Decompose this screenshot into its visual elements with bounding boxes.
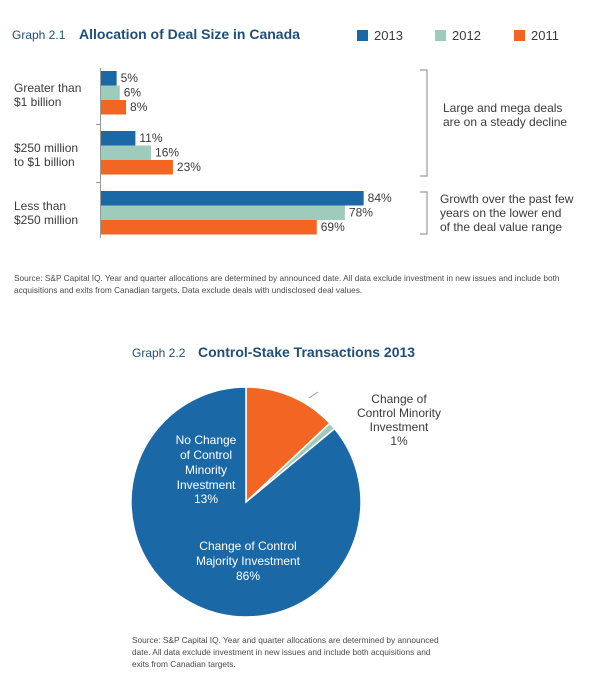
category-label-line: $250 million [14,213,78,227]
legend: 2013 2012 2011 [357,28,559,43]
category-labels: Greater than $1 billion $250 million to … [14,81,81,227]
pie-label-line: Change of Control [199,539,296,553]
minority-leader-line [308,391,319,399]
bar-value-label: 6% [124,86,142,100]
pie-slice-no-change [245,386,331,504]
legend-swatch-2011 [514,30,525,41]
graph2-title: Control-Stake Transactions 2013 [198,344,415,360]
annotations: Large and mega deals are on a steady dec… [440,101,574,234]
graph1-title-prefix: Graph 2.1 [12,28,66,42]
category-label-line: Greater than [14,81,81,95]
bar-series-group: 5% 11% 84% 6% 16% 78% 8% 23% 69% [101,71,392,235]
legend-label-2012: 2012 [452,28,481,43]
legend-label-2013: 2013 [374,28,403,43]
pie-label-line: Investment [370,420,429,434]
bar-2013-cat2 [101,131,136,146]
bar-value-label: 8% [130,100,148,114]
bar-2012-cat1 [101,85,120,100]
pie-value-label: 86% [236,569,260,583]
bar-value-label: 5% [121,71,139,85]
pie-value-label: 13% [194,492,218,506]
legend-swatch-2012 [435,30,446,41]
pie-label-line: Control Minority [357,406,441,420]
bar-2012-cat3 [101,205,345,220]
graph1-source-note: Source: S&P Capital IQ. Year and quarter… [14,273,560,295]
bar-2012-cat2 [101,145,152,160]
bar-2011-cat3 [101,220,317,235]
category-label-line: $1 billion [14,95,61,109]
category-label-line: Less than [14,199,66,213]
bar-axis [96,68,101,238]
bar-value-label: 78% [349,206,373,220]
bar-value-label: 11% [139,131,162,145]
pie-label-line: Investment [177,478,236,492]
annotation-line: Large and mega deals [443,101,562,115]
bar-2011-cat1 [101,100,127,115]
legend-swatch-2013 [357,30,368,41]
graph2-source-note: Source: S&P Capital IQ. Year and quarter… [132,635,439,669]
bracket-bottom [420,191,428,235]
category-label-line: to $1 billion [14,155,75,169]
pie-label-line: Majority Investment [196,554,301,568]
annotation-line: of the deal value range [440,220,562,234]
pie-labels: No Change of Control Minority Investment… [176,392,441,583]
annotation-line: Growth over the past few [440,192,574,206]
bar-value-label: 23% [177,160,201,174]
graph1-title: Allocation of Deal Size in Canada [79,26,300,42]
legend-label-2011: 2011 [531,28,559,43]
bar-value-label: 84% [368,191,392,205]
pie-slice-majority [130,386,362,618]
annotation-line: years on the lower end [440,206,561,220]
pie-label-line: No Change [176,433,237,447]
annotation-line: are on a steady decline [443,115,567,129]
bar-value-label: 16% [155,146,179,160]
category-label-line: $250 million [14,141,78,155]
bar-2013-cat3 [101,191,364,206]
bar-2011-cat2 [101,160,173,175]
annotation-brackets [420,69,428,235]
pie-label-line: Minority [185,463,227,477]
bar-value-label: 69% [321,220,345,234]
pie-label-line: of Control [180,448,232,462]
pie-value-label: 1% [390,434,408,448]
bar-2013-cat1 [101,71,117,86]
graph2-title-prefix: Graph 2.2 [132,346,186,360]
pie-label-line: Change of [371,392,427,406]
bracket-top [420,69,428,177]
pie-chart [130,386,362,618]
